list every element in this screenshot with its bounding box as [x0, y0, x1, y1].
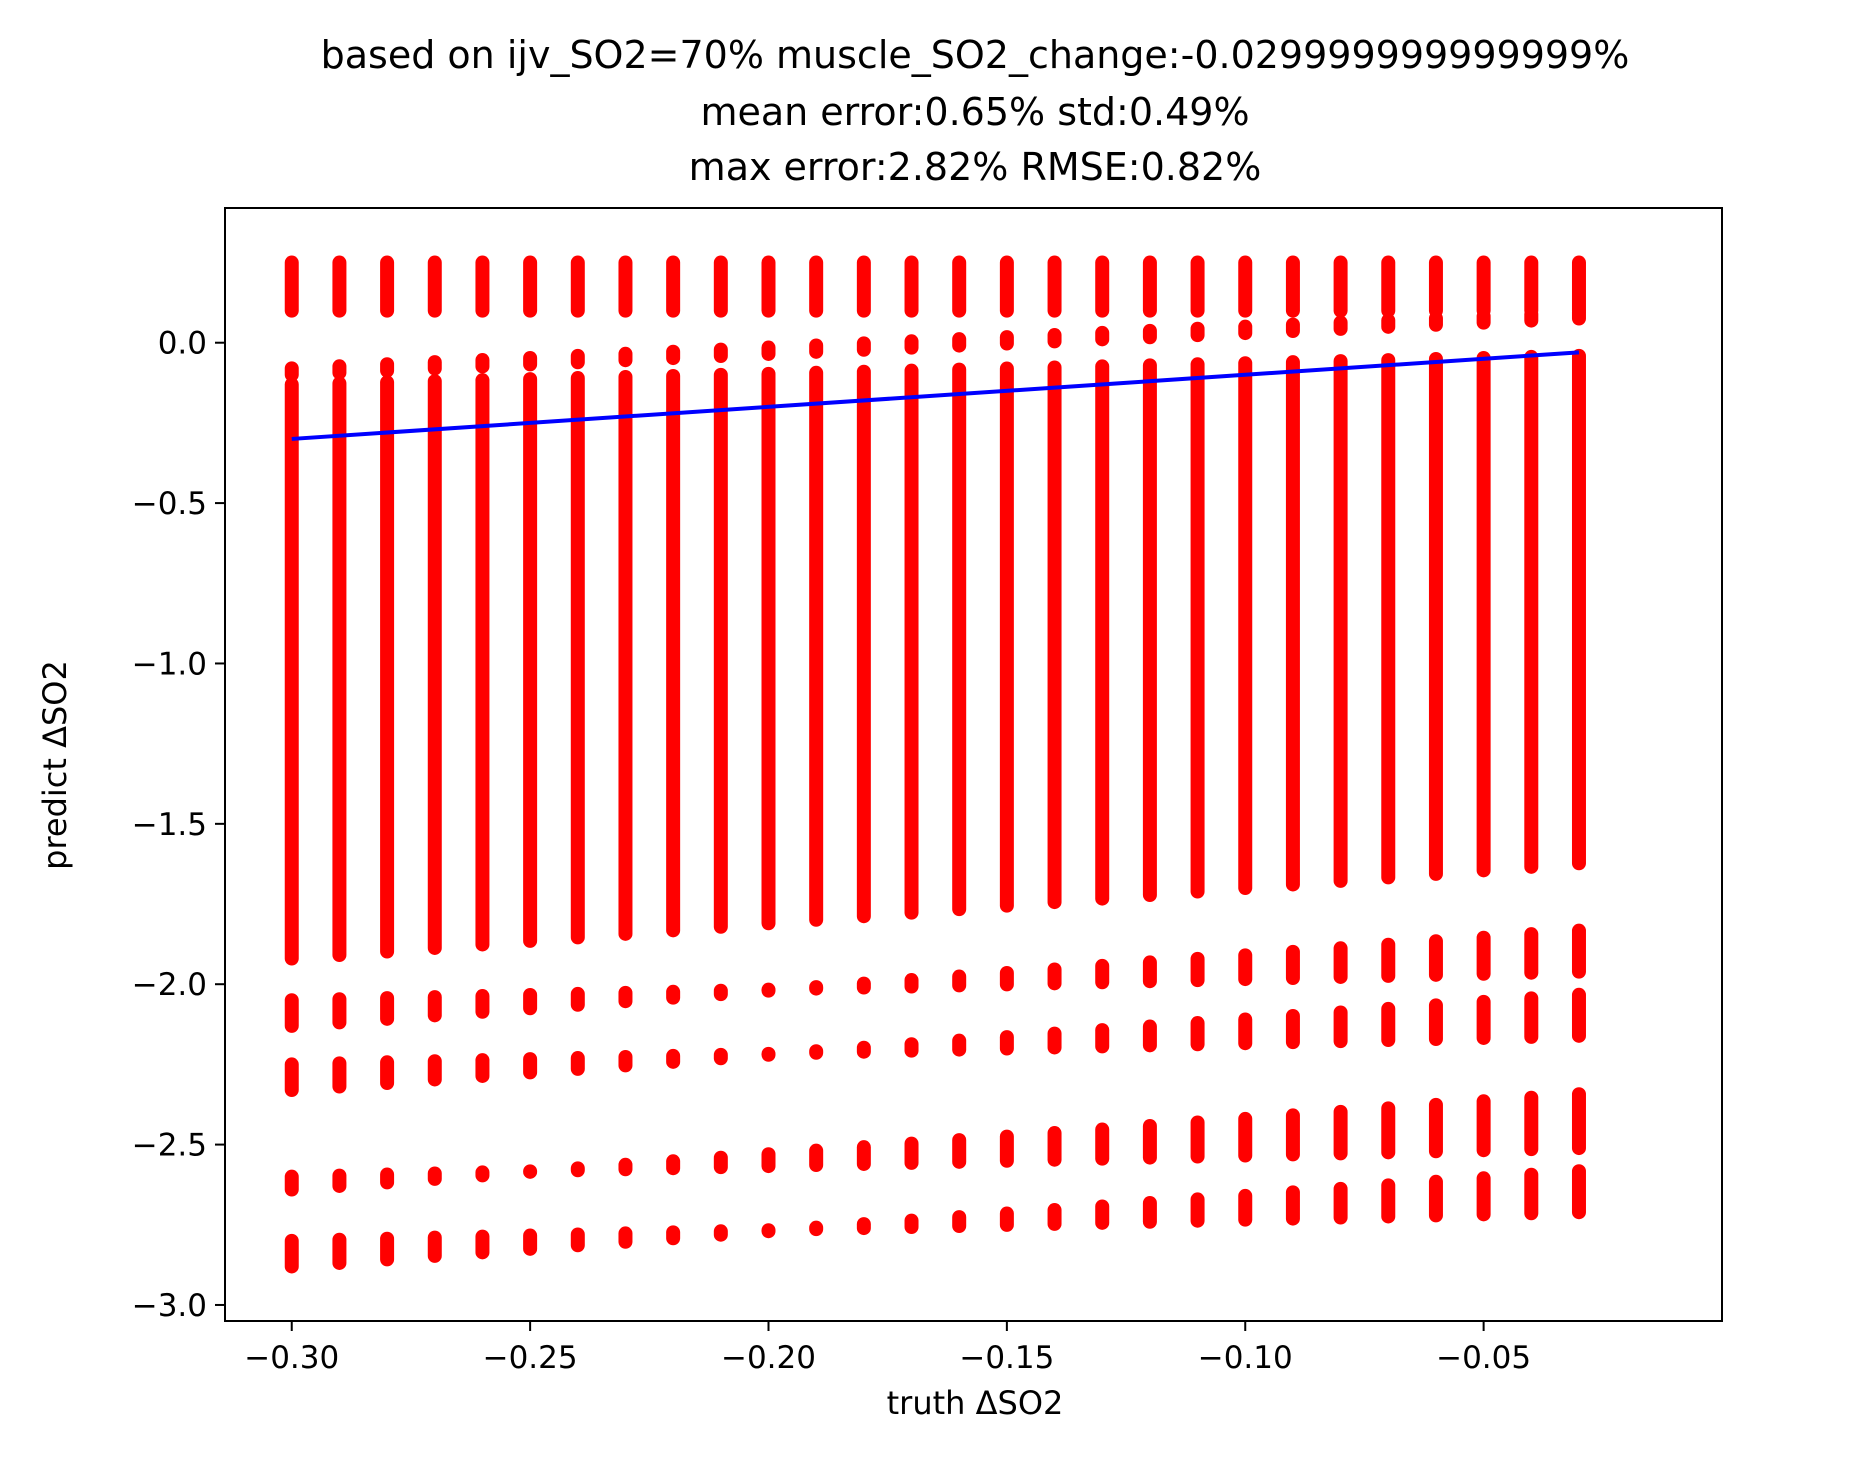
x-axis-label: truth ΔSO2 — [887, 1384, 1064, 1422]
y-axis-label: predict ΔSO2 — [36, 660, 74, 870]
x-tick-label: −0.30 — [244, 1340, 339, 1376]
y-tick-label: −3.0 — [132, 1288, 207, 1324]
x-axis-ticks: −0.30 −0.25 −0.20 −0.15 −0.10 −0.05 — [244, 1321, 1531, 1376]
y-tick-label: 0.0 — [158, 326, 207, 362]
y-tick-label: −1.0 — [132, 646, 207, 682]
y-tick-label: −2.0 — [132, 967, 207, 1003]
plot-area — [284, 255, 1586, 1274]
x-tick-label: −0.25 — [483, 1340, 578, 1376]
y-tick-label: −1.5 — [132, 807, 207, 843]
chart-title-line-3: max error:2.82% RMSE:0.82% — [689, 145, 1262, 189]
y-tick-label: −0.5 — [132, 486, 207, 522]
x-tick-label: −0.15 — [959, 1340, 1054, 1376]
x-tick-label: −0.10 — [1198, 1340, 1293, 1376]
x-tick-label: −0.20 — [721, 1340, 816, 1376]
y-axis-ticks: 0.0 −0.5 −1.0 −1.5 −2.0 −2.5 −3.0 — [132, 326, 225, 1324]
x-tick-label: −0.05 — [1436, 1340, 1531, 1376]
chart-title-line-2: mean error:0.65% std:0.49% — [700, 90, 1249, 134]
plot-frame — [224, 207, 1723, 1322]
y-tick-label: −2.5 — [132, 1128, 207, 1164]
fit-line — [291, 350, 1580, 441]
chart-title-line-1: based on ijv_SO2=70% muscle_SO2_change:-… — [321, 33, 1630, 77]
